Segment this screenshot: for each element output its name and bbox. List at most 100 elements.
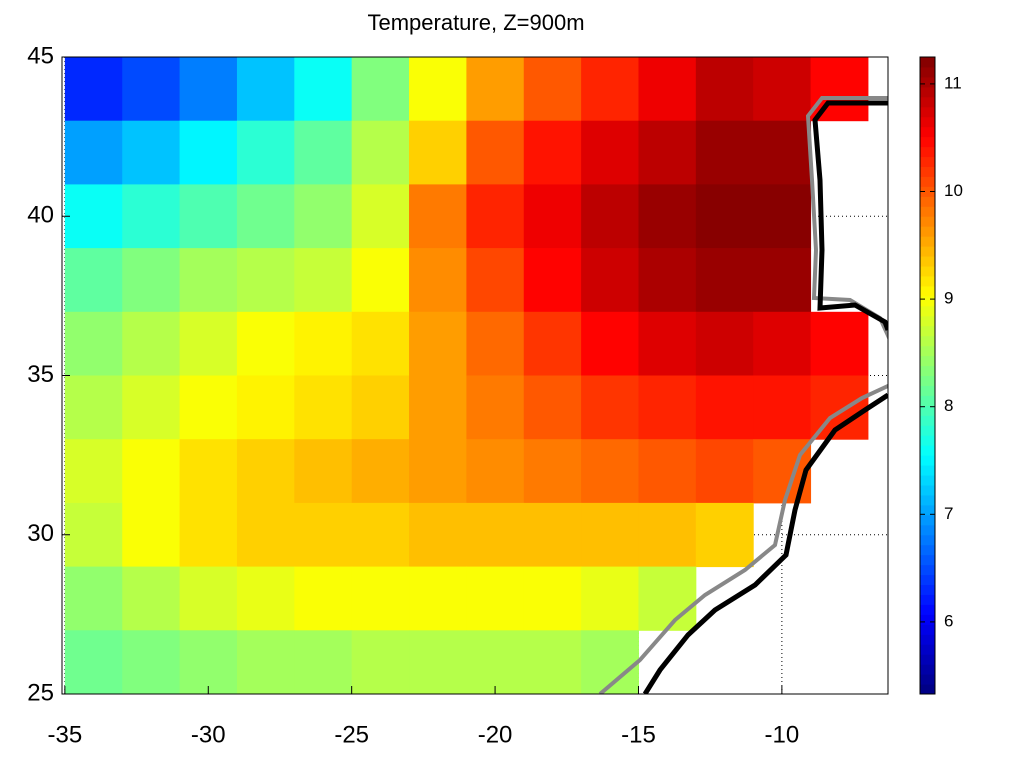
heat-cell: [179, 120, 238, 185]
heat-cell: [695, 375, 754, 440]
heat-cell: [753, 120, 812, 185]
heat-cell: [351, 311, 410, 376]
colorbar-tick-label: 9: [944, 289, 953, 308]
colorbar-step: [920, 405, 935, 416]
colorbar-step: [920, 524, 935, 536]
colorbar-step: [920, 604, 935, 615]
colorbar-step: [920, 385, 935, 396]
heat-cell: [179, 630, 238, 694]
colorbar-tick-label: 7: [944, 504, 953, 523]
heat-cell: [523, 184, 582, 249]
colorbar-step: [920, 544, 935, 556]
colorbar-step: [920, 106, 935, 118]
colorbar-step: [920, 684, 935, 695]
heat-cell: [810, 311, 869, 376]
heat-cell: [179, 566, 238, 631]
colorbar-step: [920, 624, 935, 635]
heat-cell: [409, 57, 467, 122]
colorbar-tick-label: 6: [944, 611, 953, 630]
heat-cell: [351, 630, 410, 694]
colorbar-step: [920, 564, 935, 576]
colorbar-step: [920, 335, 935, 347]
x-tick-label: -25: [334, 721, 369, 748]
colorbar-step: [920, 395, 935, 406]
heat-cell: [122, 630, 181, 694]
heat-cell: [236, 57, 295, 122]
colorbar-step: [920, 295, 935, 307]
heat-cell: [236, 502, 295, 568]
heat-cell: [409, 248, 467, 313]
heat-cell: [581, 184, 639, 249]
heat-cell: [466, 57, 525, 122]
heat-cell: [122, 375, 181, 440]
heat-cell: [236, 184, 295, 249]
heat-cell: [523, 248, 582, 313]
heatmap-cells: [64, 57, 869, 694]
heat-cell: [351, 566, 410, 631]
heat-cell: [294, 184, 353, 249]
heat-cell: [581, 439, 639, 504]
heat-cell: [294, 439, 353, 504]
heat-cell: [523, 439, 582, 504]
heat-cell: [523, 57, 582, 122]
colorbar-step: [920, 644, 935, 655]
heat-cell: [753, 439, 812, 504]
heat-cell: [122, 120, 181, 185]
heat-cell: [695, 57, 754, 122]
colorbar-step: [920, 156, 935, 167]
colorbar-step: [920, 266, 935, 277]
colorbar-step: [920, 86, 935, 98]
heat-cell: [409, 311, 467, 376]
colorbar-step: [920, 574, 935, 586]
heat-cell: [236, 120, 295, 185]
colorbar-step: [920, 176, 935, 187]
colorbar-step: [920, 206, 935, 217]
heat-cell: [122, 566, 181, 631]
heat-cell: [638, 439, 697, 504]
heat-cell: [294, 248, 353, 313]
heat-cell: [236, 630, 295, 694]
colorbar-tick-label: 8: [944, 396, 953, 415]
heat-cell: [753, 311, 812, 376]
heat-cell: [64, 184, 123, 249]
heat-cell: [466, 311, 525, 376]
heat-cell: [523, 375, 582, 440]
heat-cell: [236, 375, 295, 440]
colorbar-step: [920, 534, 935, 546]
heat-cell: [523, 630, 582, 694]
heat-cell: [294, 566, 353, 631]
colorbar-step: [920, 66, 935, 78]
heat-cell: [695, 502, 754, 568]
colorbar-frame: [919, 56, 936, 695]
coast-gray: [598, 383, 888, 694]
x-tick-label: -30: [191, 721, 226, 748]
heat-cell: [351, 248, 410, 313]
heat-cell: [64, 439, 123, 504]
colorbar-step: [920, 475, 935, 486]
heat-cell: [638, 248, 697, 313]
heat-cell: [236, 566, 295, 631]
heat-cell: [122, 184, 181, 249]
heat-cell: [695, 120, 754, 185]
colorbar-step: [920, 126, 935, 138]
colorbar-step: [920, 96, 935, 108]
colorbar-step: [920, 146, 935, 158]
colorbar-step: [920, 425, 935, 436]
heat-cell: [179, 57, 238, 122]
colorbar-step: [920, 584, 935, 595]
heat-cell: [466, 248, 525, 313]
heat-cell: [236, 439, 295, 504]
heat-cell: [466, 630, 525, 694]
heat-cell: [351, 375, 410, 440]
heat-cell: [581, 120, 639, 185]
heat-cell: [64, 566, 123, 631]
heat-cell: [695, 184, 754, 249]
heat-cell: [351, 120, 410, 185]
heat-cell: [581, 375, 639, 440]
heat-cell: [409, 439, 467, 504]
heat-cell: [122, 439, 181, 504]
heat-cell: [236, 248, 295, 313]
heat-cell: [179, 502, 238, 568]
heat-cell: [64, 630, 123, 694]
coast-black: [812, 100, 888, 331]
